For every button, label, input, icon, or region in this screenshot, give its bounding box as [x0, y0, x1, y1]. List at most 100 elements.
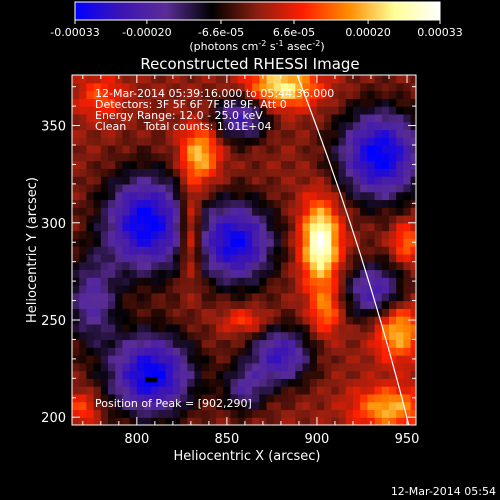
heatmap-cell: [266, 90, 275, 99]
heatmap-cell: [266, 82, 275, 92]
heatmap-cell: [331, 215, 340, 224]
heatmap-cell: [144, 370, 152, 379]
heatmap-cell: [244, 370, 253, 379]
heatmap-cell: [122, 292, 131, 302]
heatmap-cell: [345, 168, 354, 177]
heatmap-cell: [122, 207, 131, 216]
heatmap-cell: [223, 238, 232, 247]
heatmap-cell: [345, 347, 354, 356]
heatmap-cell: [352, 137, 361, 146]
heatmap-cell: [316, 106, 325, 115]
heatmap-cell: [295, 362, 304, 372]
heatmap-cell: [136, 215, 145, 224]
heatmap-cell: [187, 145, 196, 154]
heatmap-cell: [324, 246, 332, 255]
heatmap-cell: [122, 121, 131, 131]
heatmap-cell: [208, 316, 217, 325]
heatmap-cell: [338, 106, 347, 115]
heatmap-cell: [374, 292, 383, 302]
heatmap-cell: [158, 292, 167, 302]
heatmap-cell: [309, 199, 318, 208]
heatmap-cell: [331, 183, 340, 193]
heatmap-cell: [158, 106, 167, 115]
heatmap-cell: [252, 246, 260, 255]
heatmap-cell: [288, 121, 296, 131]
heatmap-cell: [194, 331, 203, 341]
heatmap-cell: [381, 199, 390, 208]
heatmap-cell: [280, 300, 289, 309]
heatmap-cell: [223, 230, 232, 239]
heatmap-cell: [129, 90, 138, 99]
heatmap-cell: [396, 393, 404, 403]
heatmap-cell: [288, 183, 296, 193]
heatmap-cell: [273, 137, 282, 146]
heatmap-cell: [280, 285, 289, 294]
heatmap-cell: [151, 401, 160, 411]
heatmap-cell: [86, 183, 95, 193]
heatmap-cell: [237, 145, 246, 154]
heatmap-cell: [381, 207, 390, 216]
heatmap-cell: [295, 393, 304, 403]
heatmap-cell: [201, 386, 210, 395]
heatmap-cell: [172, 378, 181, 387]
colorbar-tick-label: -6.6e-05: [198, 26, 244, 39]
heatmap-cell: [122, 269, 131, 278]
heatmap-cell: [115, 269, 124, 278]
heatmap-cell: [360, 246, 368, 255]
heatmap-cell: [79, 285, 87, 294]
heatmap-cell: [352, 285, 361, 294]
heatmap-cell: [345, 82, 354, 92]
heatmap-cell: [302, 331, 311, 341]
heatmap-cell: [72, 401, 80, 411]
heatmap-cell: [345, 152, 354, 162]
heatmap-cell: [180, 176, 188, 185]
heatmap-cell: [295, 137, 304, 146]
heatmap-cell: [266, 199, 275, 208]
heatmap-cell: [345, 215, 354, 224]
heatmap-cell: [331, 207, 340, 216]
heatmap-cell: [367, 292, 376, 302]
heatmap-cell: [280, 331, 289, 341]
heatmap-cell: [273, 82, 282, 92]
heatmap-cell: [72, 207, 80, 216]
heatmap-cell: [151, 285, 160, 294]
heatmap-cell: [93, 417, 102, 425]
heatmap-cell: [309, 191, 318, 201]
heatmap-cell: [352, 261, 361, 271]
heatmap-cell: [273, 106, 282, 115]
heatmap-cell: [381, 98, 390, 107]
heatmap-cell: [309, 308, 318, 317]
heatmap-cell: [316, 152, 325, 162]
minimum-marker: [145, 377, 158, 383]
heatmap-cell: [410, 75, 416, 84]
heatmap-cell: [151, 191, 160, 201]
heatmap-cell: [100, 386, 109, 395]
heatmap-cell: [374, 121, 383, 131]
heatmap-cell: [187, 246, 196, 255]
heatmap-cell: [288, 222, 296, 232]
heatmap-cell: [360, 230, 368, 239]
heatmap-cell: [201, 152, 210, 162]
heatmap-cell: [100, 393, 109, 403]
heatmap-cell: [273, 339, 282, 348]
heatmap-cell: [352, 393, 361, 403]
heatmap-cell: [79, 168, 87, 177]
heatmap-cell: [208, 75, 217, 84]
heatmap-cell: [367, 261, 376, 271]
heatmap-cell: [158, 277, 167, 286]
heatmap-cell: [115, 145, 124, 154]
heatmap-cell: [108, 347, 116, 356]
heatmap-cell: [129, 331, 138, 341]
heatmap-cell: [403, 347, 412, 356]
heatmap-cell: [223, 152, 232, 162]
heatmap-cell: [165, 292, 174, 302]
heatmap-cell: [403, 199, 412, 208]
heatmap-cell: [208, 378, 217, 387]
heatmap-cell: [144, 82, 152, 92]
heatmap-cell: [324, 106, 332, 115]
heatmap-cell: [259, 160, 268, 169]
heatmap-cell: [244, 183, 253, 193]
heatmap-cell: [302, 285, 311, 294]
heatmap-cell: [360, 176, 368, 185]
heatmap-cell: [295, 339, 304, 348]
